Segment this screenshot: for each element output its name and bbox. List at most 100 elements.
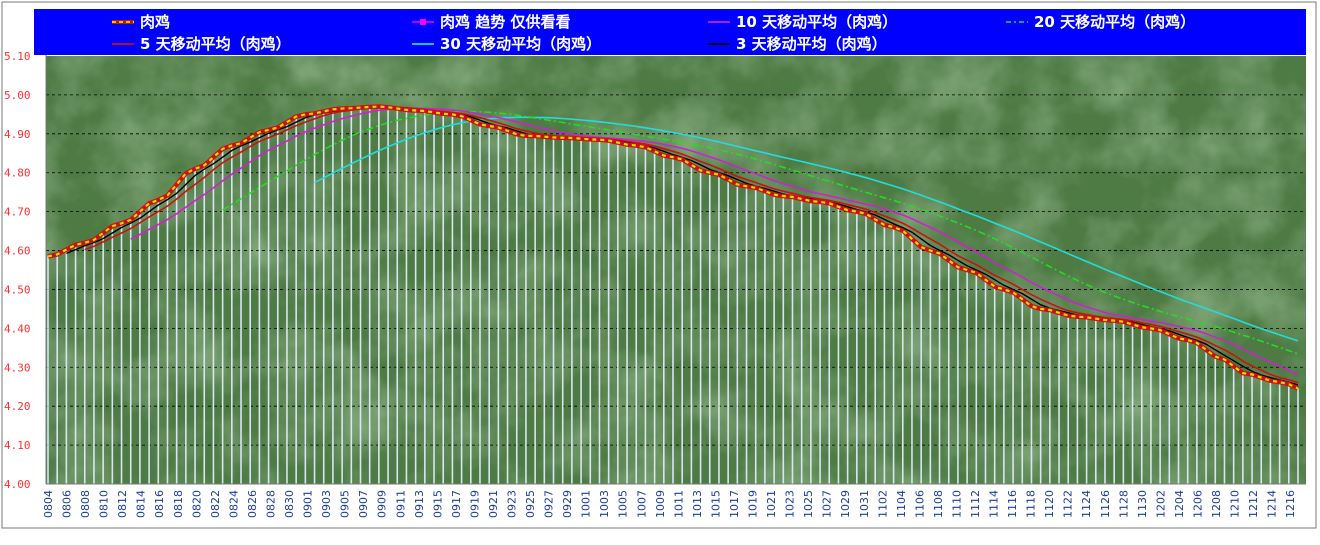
y-tick-label: 4.80 bbox=[4, 167, 31, 180]
x-tick-label: 1204 bbox=[1173, 490, 1186, 518]
y-tick-label: 4.70 bbox=[4, 206, 31, 219]
ma20-line bbox=[222, 110, 1299, 355]
x-tick-label: 0917 bbox=[450, 490, 463, 518]
x-axis: 0804 0806 0808 0810 0812 0814 0816 0818 0820 0822… bbox=[42, 483, 1306, 518]
x-tick-label: 0826 bbox=[246, 490, 259, 518]
x-tick-label: 0804 bbox=[42, 490, 55, 518]
x-tick-label: 0830 bbox=[283, 490, 296, 518]
x-tick-label: 1216 bbox=[1284, 490, 1297, 518]
x-tick-label: 1128 bbox=[1117, 490, 1130, 518]
x-tick-label: 1120 bbox=[1043, 490, 1056, 518]
x-tick-label: 0818 bbox=[172, 490, 185, 518]
x-tick-label: 0810 bbox=[98, 490, 111, 518]
x-tick-label: 1124 bbox=[1080, 490, 1093, 518]
legend: 肉鸡 肉鸡 趋势 仅供看看 10 天移动平均（肉鸡） 20 天移动平均（肉鸡） 5 天移… bbox=[34, 9, 1306, 55]
legend-label: 10 天移动平均（肉鸡） bbox=[736, 13, 897, 31]
x-tick-label: 0921 bbox=[487, 490, 500, 518]
x-tick-label: 1009 bbox=[654, 490, 667, 518]
x-tick-label: 0913 bbox=[413, 490, 426, 518]
x-tick-label: 1003 bbox=[598, 490, 611, 518]
legend-item: 5 天移动平均（肉鸡） bbox=[112, 35, 291, 53]
legend-item: 30 天移动平均（肉鸡） bbox=[412, 35, 601, 53]
y-axis: 4.00 4.10 4.20 4.30 4.40 4.50 4.60 4.70 4.80 4.90… bbox=[4, 12, 47, 491]
x-tick-label: 0923 bbox=[506, 490, 519, 518]
ma10-line bbox=[130, 107, 1299, 376]
x-tick-label: 1110 bbox=[951, 490, 964, 518]
x-tick-label: 0816 bbox=[153, 490, 166, 518]
x-tick-label: 1208 bbox=[1210, 490, 1223, 518]
legend-label: 30 天移动平均（肉鸡） bbox=[440, 35, 601, 53]
legend-item: 3 天移动平均（肉鸡） bbox=[708, 35, 887, 53]
x-tick-label: 1019 bbox=[747, 490, 760, 518]
legend-background bbox=[34, 9, 1306, 55]
x-tick-label: 0905 bbox=[339, 490, 352, 518]
x-tick-label: 1017 bbox=[728, 490, 741, 518]
legend-item: 肉鸡 趋势 仅供看看 bbox=[412, 13, 570, 31]
x-tick-label: 1114 bbox=[988, 490, 1001, 518]
y-tick-label: 4.10 bbox=[4, 439, 31, 452]
x-tick-label: 0927 bbox=[543, 490, 556, 518]
x-tick-label: 0812 bbox=[116, 490, 129, 518]
x-tick-label: 1212 bbox=[1247, 490, 1260, 518]
x-tick-label: 1214 bbox=[1266, 490, 1279, 518]
x-tick-label: 1013 bbox=[691, 490, 704, 518]
series-lines bbox=[47, 104, 1299, 391]
x-tick-label: 0919 bbox=[468, 490, 481, 518]
x-tick-label: 1025 bbox=[802, 490, 815, 518]
x-tick-label: 1021 bbox=[765, 490, 778, 518]
y-tick-label: 4.60 bbox=[4, 245, 31, 258]
legend-item: 肉鸡 bbox=[112, 13, 170, 31]
x-tick-label: 0824 bbox=[227, 490, 240, 518]
x-tick-label: 1031 bbox=[858, 490, 871, 518]
x-tick-label: 0909 bbox=[376, 490, 389, 518]
x-tick-label: 0808 bbox=[79, 490, 92, 518]
x-tick-label: 1112 bbox=[969, 490, 982, 518]
x-tick-label: 1108 bbox=[932, 490, 945, 518]
x-tick-label: 1029 bbox=[839, 490, 852, 518]
legend-label: 肉鸡 bbox=[140, 13, 170, 31]
legend-marker bbox=[420, 19, 426, 25]
legend-item: 10 天移动平均（肉鸡） bbox=[708, 13, 897, 31]
x-tick-label: 0822 bbox=[209, 490, 222, 518]
y-tick-label: 4.00 bbox=[4, 478, 31, 491]
y-tick-label: 4.20 bbox=[4, 400, 31, 413]
x-tick-label: 1130 bbox=[1136, 490, 1149, 518]
legend-label: 20 天移动平均（肉鸡） bbox=[1034, 13, 1195, 31]
legend-label: 肉鸡 趋势 仅供看看 bbox=[440, 13, 570, 31]
x-tick-label: 1202 bbox=[1154, 490, 1167, 518]
x-tick-label: 1005 bbox=[617, 490, 630, 518]
x-tick-label: 1104 bbox=[895, 490, 908, 518]
x-tick-label: 1126 bbox=[1099, 490, 1112, 518]
x-tick-label: 1210 bbox=[1229, 490, 1242, 518]
x-tick-label: 0903 bbox=[320, 490, 333, 518]
x-tick-label: 1102 bbox=[876, 490, 889, 518]
y-tick-label: 4.90 bbox=[4, 128, 31, 141]
x-tick-label: 1007 bbox=[635, 490, 648, 518]
x-tick-label: 0915 bbox=[431, 490, 444, 518]
x-tick-label: 0828 bbox=[265, 490, 278, 518]
y-tick-label: 5.10 bbox=[4, 50, 31, 63]
x-tick-label: 1106 bbox=[913, 490, 926, 518]
legend-label: 5 天移动平均（肉鸡） bbox=[140, 35, 291, 53]
x-tick-label: 0820 bbox=[190, 490, 203, 518]
x-tick-label: 0806 bbox=[61, 490, 74, 518]
legend-item: 20 天移动平均（肉鸡） bbox=[1006, 13, 1195, 31]
price-bars bbox=[47, 106, 1299, 484]
x-tick-label: 0911 bbox=[394, 490, 407, 518]
price-line bbox=[47, 105, 1299, 390]
x-tick-label: 0925 bbox=[524, 490, 537, 518]
x-tick-label: 0901 bbox=[302, 490, 315, 518]
x-tick-label: 1116 bbox=[1006, 490, 1019, 518]
y-tick-label: 4.40 bbox=[4, 322, 31, 335]
x-tick-label: 1023 bbox=[784, 490, 797, 518]
y-tick-label: 5.00 bbox=[4, 89, 31, 102]
y-tick-label: 4.50 bbox=[4, 283, 31, 296]
x-tick-label: 1015 bbox=[709, 490, 722, 518]
legend-label: 3 天移动平均（肉鸡） bbox=[736, 35, 887, 53]
x-tick-label: 1206 bbox=[1192, 490, 1205, 518]
x-tick-label: 1118 bbox=[1025, 490, 1038, 518]
x-tick-label: 1011 bbox=[672, 490, 685, 518]
x-tick-label: 1122 bbox=[1062, 490, 1075, 518]
